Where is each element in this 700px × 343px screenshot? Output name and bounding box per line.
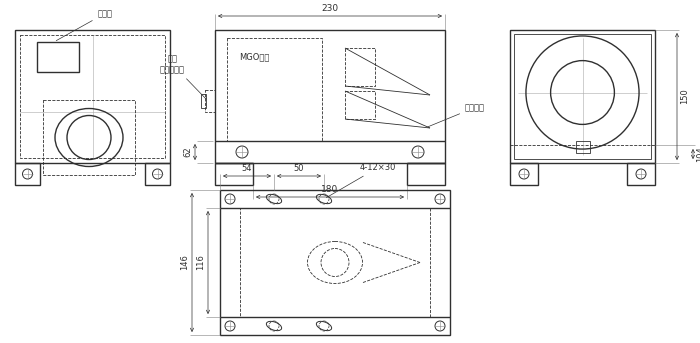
Text: アンテナ: アンテナ	[428, 103, 485, 127]
Bar	[407, 163, 445, 185]
Text: 4-12×30: 4-12×30	[326, 163, 396, 198]
Text: 62: 62	[183, 147, 192, 157]
Bar	[43, 100, 135, 175]
Text: 膜付
グロメット: 膜付 グロメット	[160, 55, 206, 99]
Bar	[37, 42, 79, 72]
Bar	[227, 38, 322, 141]
Bar	[345, 48, 375, 86]
Bar	[345, 91, 375, 119]
Bar	[20, 35, 165, 158]
Bar	[220, 190, 450, 335]
Bar	[15, 163, 40, 185]
Text: MGO本体: MGO本体	[239, 52, 270, 61]
Text: 54: 54	[241, 164, 252, 173]
Bar	[215, 163, 253, 185]
Bar	[205, 90, 215, 112]
Bar	[514, 34, 651, 159]
Bar	[510, 30, 655, 163]
Bar	[15, 30, 170, 163]
Text: 表示窓: 表示窓	[56, 9, 113, 41]
Text: 116: 116	[196, 255, 205, 270]
Bar	[215, 30, 445, 163]
Text: 150: 150	[680, 88, 689, 104]
Bar	[510, 163, 538, 185]
Text: 146: 146	[180, 255, 189, 270]
Bar	[575, 141, 589, 153]
Text: 180: 180	[321, 185, 339, 194]
Text: 50: 50	[294, 164, 304, 173]
Text: 104: 104	[696, 146, 700, 162]
Bar	[201, 94, 206, 108]
Text: 230: 230	[321, 4, 339, 13]
Bar	[627, 163, 655, 185]
Bar	[145, 163, 170, 185]
Bar	[240, 208, 430, 317]
